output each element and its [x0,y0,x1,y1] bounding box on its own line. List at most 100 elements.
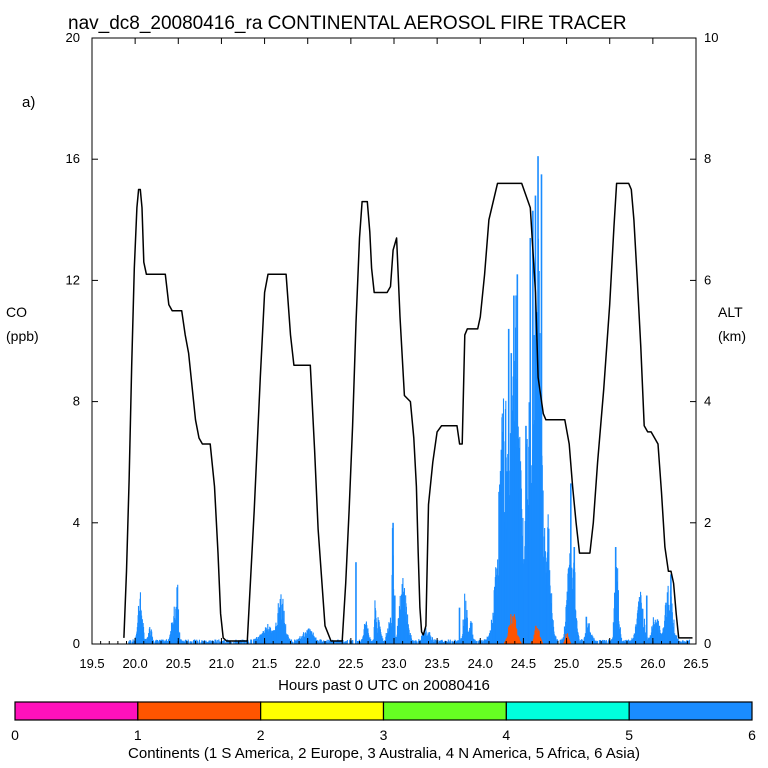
bar [673,619,675,644]
bar [317,640,319,644]
bar [580,639,583,644]
ticks-layer: 19.5 20.0 20.5 21.0 21.5 22.0 22.5 23.0 23.5 24.0… [66,30,719,671]
bar [451,640,453,644]
bar [196,640,199,644]
bar [215,642,218,644]
bar [657,620,659,644]
bar [568,640,571,644]
bar [480,640,482,644]
bar [179,632,181,644]
bar [621,641,623,644]
bar [188,641,190,644]
bar [407,614,409,644]
bar-spike [525,425,527,644]
bar [162,640,164,644]
x-axis-label: Hours past 0 UTC on 20080416 [278,677,490,694]
bar [218,639,220,644]
bar [444,640,446,644]
bar [409,633,411,644]
bar [131,641,133,644]
y-tick-label-right: 10 [704,30,718,45]
bar [584,633,586,644]
y-tick-label-left: 4 [73,515,80,530]
bar [128,641,130,644]
bar [538,631,540,644]
bar [329,640,331,644]
bar [510,614,512,644]
colorbar-tick-label: 3 [380,727,388,743]
bar [569,641,571,644]
bar [228,640,230,644]
bar [250,639,253,644]
colorbar-cell [628,701,753,721]
bar [245,640,247,644]
bar [676,638,678,644]
colorbar: 0 1 2 3 4 5 6 [11,701,756,743]
bar [437,641,439,644]
bar [143,632,145,644]
bar [548,528,550,644]
bar [687,640,689,644]
bar [342,642,345,644]
bar-spike [534,195,537,644]
y-tick-label-left: 0 [73,636,80,651]
y-axis-label-left-line2: (ppb) [6,328,39,344]
bar [207,641,209,644]
bar [248,642,250,644]
bar [620,637,623,644]
bar [189,641,191,644]
colorbar-cell [505,701,630,721]
bar [185,640,187,644]
bar [382,638,384,644]
bar [683,642,685,644]
bar [344,641,346,644]
bar-spike [614,547,617,644]
bar [209,640,211,644]
bar [153,640,155,644]
bar [644,624,646,644]
bar [605,640,607,644]
colorbar-cell [260,701,385,721]
colorbar-tick-label: 0 [11,727,19,743]
bar [196,639,198,644]
colorbar-tick-label: 5 [625,727,633,743]
bar [411,640,413,644]
bar [360,641,362,644]
bar [315,637,317,644]
bar [230,642,232,644]
bar [177,609,180,644]
bar [129,640,131,644]
colorbar-label: Continents (1 S America, 2 Europe, 3 Aus… [128,745,640,762]
altitude-layer [123,182,693,642]
altitude-line [123,182,693,642]
bar [452,641,454,644]
bar [559,639,561,644]
bar [352,640,354,644]
colorbar-tick-label: 2 [257,727,265,743]
x-tick-label: 21.0 [209,656,234,671]
bar-spike [501,431,504,644]
bar [596,641,598,644]
bar [165,639,167,644]
bar [520,642,522,644]
bar [130,640,132,644]
bar [280,594,282,644]
bar [434,639,436,644]
bar [357,642,359,644]
bar [224,642,227,644]
bar [198,639,201,644]
bar [323,641,325,644]
bar-spike [529,237,532,645]
y-tick-label-left: 12 [66,272,80,287]
bar [190,641,192,644]
bar [560,639,562,644]
bars-layer [128,156,691,645]
bar-spike [516,274,519,644]
colorbar-tick-label: 4 [502,727,510,743]
bar [581,641,583,644]
x-tick-label: 24.5 [511,656,536,671]
bar [235,641,237,644]
bar [337,641,340,644]
bar [586,627,588,644]
bar [474,639,476,644]
